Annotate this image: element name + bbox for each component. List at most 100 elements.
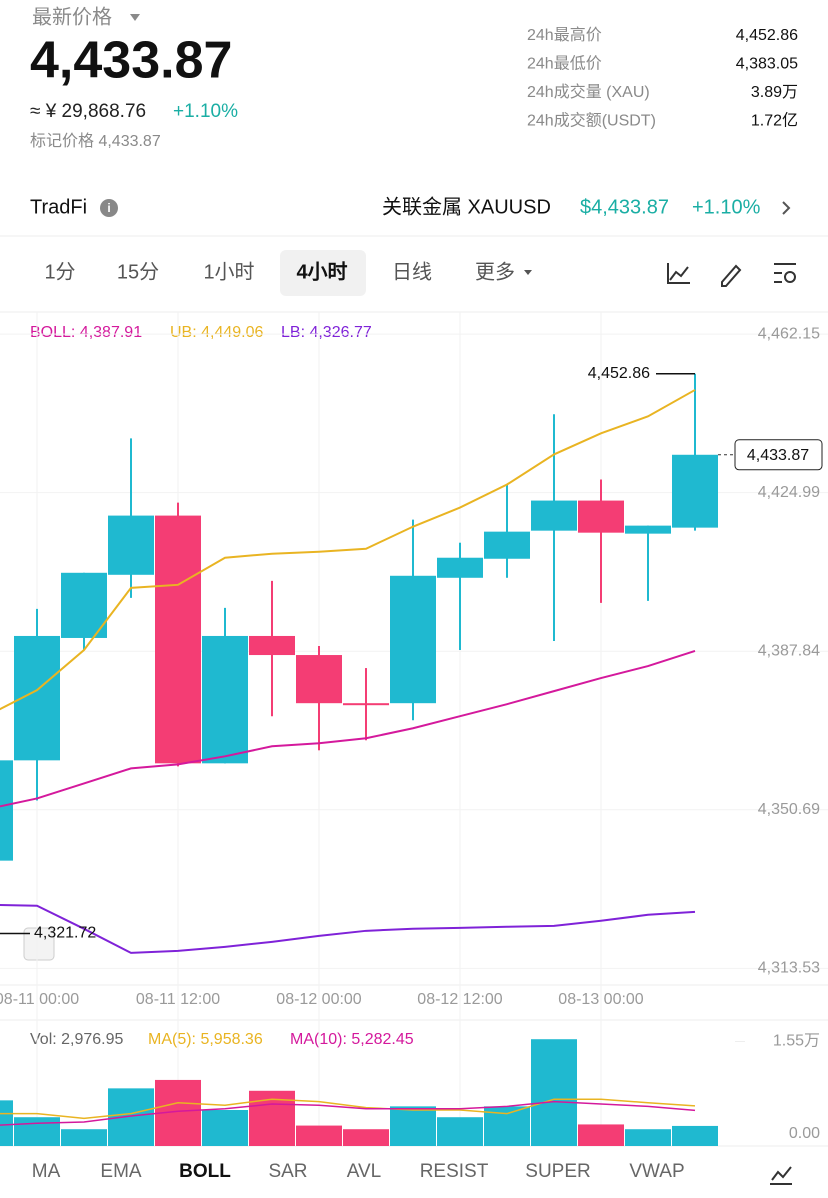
volume-bar: [672, 1125, 718, 1146]
vol-tick-label: 1.55万: [773, 1033, 820, 1050]
tradfi-change: +1.10%: [692, 196, 761, 218]
volume-bar: [343, 1129, 389, 1146]
plot: [0, 373, 718, 954]
indicator-tab[interactable]: MA: [32, 1161, 61, 1182]
y-tick-label: 4,313.53: [758, 960, 820, 977]
chart-type-icon[interactable]: [667, 263, 690, 284]
x-tick-label: 08-13 00:00: [558, 991, 644, 1008]
settings-gear: [784, 271, 796, 283]
interval-tab[interactable]: 1分: [44, 260, 75, 283]
vol-ma10: [0, 1100, 696, 1126]
volume-bar: [202, 1110, 248, 1146]
volume-bar: [296, 1125, 342, 1146]
draw-icon[interactable]: [721, 264, 742, 287]
legend-vol: Vol: 2,976.95: [30, 1031, 124, 1048]
scale-button[interactable]: [23, 927, 55, 961]
last-price-label: 4,433.87: [747, 447, 809, 464]
tool-icons[interactable]: [667, 263, 796, 287]
chevron[interactable]: [782, 201, 791, 215]
interval-tab[interactable]: 15分: [117, 260, 159, 283]
boll-lb: [0, 903, 696, 954]
volume-bar: [61, 1129, 107, 1146]
candle-body: [343, 703, 389, 706]
tradfi-label: TradFi: [30, 196, 87, 218]
last-price-box: [734, 439, 823, 471]
indicator-tab[interactable]: VWAP: [629, 1161, 684, 1182]
change: +1.10%: [173, 101, 238, 122]
volume-bar: [390, 1106, 436, 1146]
stat-value: 4,452.86: [736, 27, 798, 44]
mark-price: 标记价格 4,433.87: [30, 132, 161, 150]
high-marker-label: 4,452.86: [588, 365, 650, 382]
linked-metal[interactable]: 关联金属 XAUUSD: [382, 195, 551, 218]
y-tick-label: 4,350.69: [758, 801, 820, 818]
volume-bar: [578, 1124, 624, 1146]
volume-bar: [437, 1117, 483, 1146]
candle-body: [249, 635, 295, 656]
interval-tab[interactable]: 日线: [392, 260, 432, 283]
stat-label: 24h最高价: [527, 26, 602, 44]
stat-label: 24h最低价: [527, 55, 602, 73]
x-tick-label: 08-11 00:00: [0, 991, 79, 1008]
volume-plot: [0, 1039, 718, 1146]
indicator-tab[interactable]: EMA: [100, 1161, 142, 1182]
stat-value: 1.72亿: [751, 112, 798, 130]
dropdown-arrow: [130, 14, 140, 21]
stat-label: 24h成交量 (XAU): [527, 83, 650, 101]
chart-icon[interactable]: [770, 1166, 792, 1185]
last-price: 4,433.87: [30, 32, 232, 90]
x-tick-label: 08-11 12:00: [136, 991, 220, 1008]
candle-body: [390, 575, 436, 704]
candle-body: [61, 572, 107, 638]
active-interval-bg: [280, 250, 366, 296]
candle-body: [202, 635, 248, 764]
volume-bar: [531, 1039, 577, 1146]
volume-bar: [14, 1117, 60, 1146]
info-icon[interactable]: [100, 199, 118, 217]
candle-body: [437, 557, 483, 578]
y-tick-label: 4,462.15: [758, 325, 820, 342]
interval-tab[interactable]: 1小时: [203, 260, 254, 283]
candle-body: [108, 515, 154, 575]
candle-body: [0, 760, 13, 861]
candle-body: [625, 525, 671, 534]
price-label[interactable]: 最新价格: [32, 5, 112, 28]
info-i: i: [107, 201, 110, 215]
legend-ub: UB: 4,449.06: [170, 324, 264, 341]
legend-ma5: MA(5): 5,958.36: [148, 1031, 263, 1048]
settings-icon[interactable]: [774, 263, 796, 283]
candle-body: [672, 454, 718, 528]
vol-tick-label: 0.00: [789, 1125, 820, 1142]
interval-tab[interactable]: 4小时: [296, 260, 347, 283]
volume-bar: [625, 1129, 671, 1146]
y-tick-label: 4,424.99: [758, 484, 820, 501]
boll-mid: [0, 649, 696, 808]
boll-ub: [0, 389, 696, 711]
stat-value: 4,383.05: [736, 56, 798, 73]
candle-body: [484, 531, 530, 559]
x-tick-label: 08-12 00:00: [276, 991, 362, 1008]
more-arrow: [524, 270, 532, 275]
volume-bar: [108, 1088, 154, 1146]
stat-value: 3.89万: [751, 84, 798, 101]
candle-body: [578, 500, 624, 533]
low-marker-label: 4,321.72: [34, 925, 96, 942]
indicator-tab[interactable]: AVL: [347, 1161, 382, 1182]
indicator-tab[interactable]: BOLL: [179, 1161, 231, 1182]
legend-boll: BOLL: 4,387.91: [30, 324, 142, 341]
candle-body: [296, 655, 342, 704]
indicator-tab[interactable]: SUPER: [525, 1161, 590, 1182]
candle-body: [155, 515, 201, 764]
stat-label: 24h成交额(USDT): [527, 112, 656, 130]
indicator-tab[interactable]: SAR: [268, 1161, 307, 1182]
indicator-tab[interactable]: RESIST: [420, 1161, 489, 1182]
x-tick-label: 08-12 12:00: [417, 991, 503, 1008]
legend-ma10: MA(10): 5,282.45: [290, 1031, 414, 1048]
cny-price: ≈ ¥ 29,868.76: [30, 101, 146, 122]
tradfi-price: $4,433.87: [580, 196, 669, 218]
volume-bar: [0, 1100, 13, 1146]
legend-lb: LB: 4,326.77: [281, 324, 372, 341]
interval-tab[interactable]: 更多: [475, 260, 515, 283]
y-tick-label: 4,387.84: [758, 642, 820, 659]
